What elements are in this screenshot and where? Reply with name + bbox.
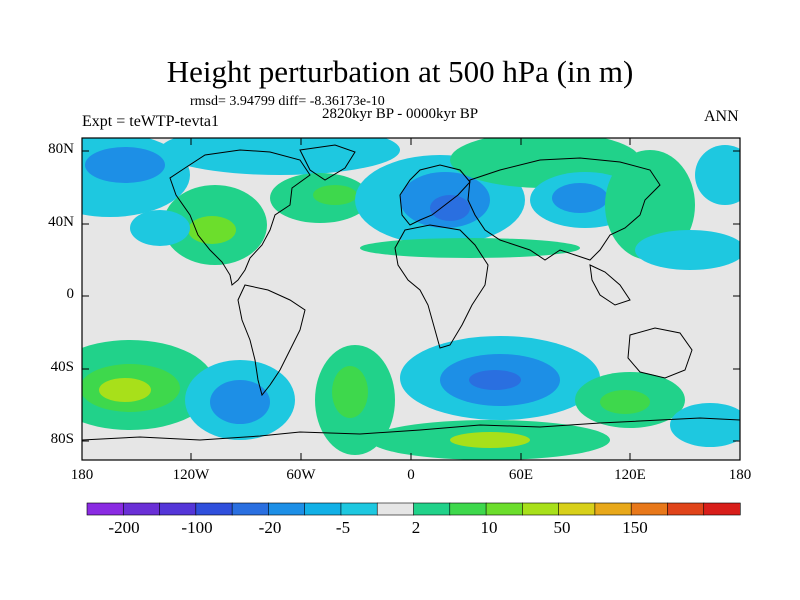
colorbar-label-50: 50 bbox=[553, 518, 571, 537]
lat-label-0: 0 bbox=[66, 286, 75, 302]
contour-eurasia-green-band bbox=[360, 238, 580, 258]
contour-s-america-blue bbox=[210, 380, 270, 424]
colorbar-swatch bbox=[594, 502, 632, 516]
period-label: 2820kyr BP - 0000kyr BP bbox=[322, 106, 479, 122]
outline-greenland bbox=[299, 144, 356, 181]
contour-far-east-cyan bbox=[695, 145, 740, 205]
outline-south-america bbox=[237, 284, 306, 397]
colorbar-swatch bbox=[268, 502, 306, 516]
lon-label-60e: 60E bbox=[508, 467, 534, 483]
colorbar-label-neg100: -100 bbox=[181, 518, 213, 537]
colorbar-swatch bbox=[449, 502, 487, 516]
colorbar-swatch bbox=[159, 502, 197, 516]
colorbar-swatch bbox=[485, 502, 523, 516]
contour-nw-pacific-blue bbox=[85, 147, 165, 183]
colorbar-swatch bbox=[667, 502, 705, 516]
colorbar-swatch bbox=[231, 502, 269, 516]
experiment-label: Expt = teWTP-tevta1 bbox=[82, 113, 219, 130]
lon-label-60w: 60W bbox=[286, 467, 316, 483]
contour-fields bbox=[82, 138, 740, 460]
colorbar-swatch bbox=[304, 502, 342, 516]
contour-s-atlantic-lime bbox=[332, 366, 368, 418]
lat-label-80s: 80S bbox=[50, 431, 74, 447]
continent-outlines bbox=[82, 144, 740, 441]
lat-label-80n: 80N bbox=[48, 141, 74, 157]
stats-text: rmsd= 3.94799 diff= -8.36173e-10 bbox=[190, 94, 385, 109]
lon-label-180w: 180 bbox=[70, 467, 94, 483]
lon-label-0: 0 bbox=[407, 467, 415, 483]
outline-antarctica bbox=[82, 417, 740, 441]
contour-tasman-cyan bbox=[670, 403, 740, 447]
contour-indian-darkblue bbox=[469, 370, 521, 390]
outline-southeast-asia bbox=[589, 264, 631, 306]
lat-label-40s: 40S bbox=[50, 359, 74, 375]
colorbar-label-10: 10 bbox=[480, 518, 498, 537]
colorbar-swatches bbox=[86, 502, 741, 516]
colorbar-swatch bbox=[195, 502, 233, 516]
colorbar-label-neg5: -5 bbox=[335, 518, 351, 537]
colorbar-label-neg20: -20 bbox=[258, 518, 282, 537]
lon-label-120w: 120W bbox=[172, 467, 210, 483]
lon-label-120e: 120E bbox=[614, 467, 646, 483]
colorbar-swatch bbox=[340, 502, 378, 516]
colorbar-swatch bbox=[86, 502, 124, 516]
outline-australia bbox=[627, 327, 693, 379]
colorbar-swatch bbox=[522, 502, 560, 516]
colorbar-swatch bbox=[703, 502, 741, 516]
contour-atlantic-lime bbox=[313, 185, 357, 205]
contour-antarctic-lime bbox=[450, 432, 530, 448]
contour-ne-pacific-cyan bbox=[635, 230, 740, 270]
contour-europe-darkblue bbox=[430, 195, 470, 221]
colorbar-swatch bbox=[630, 502, 669, 516]
contour-asia-blue bbox=[552, 183, 608, 213]
outline-north-america bbox=[169, 149, 311, 286]
contour-s-pacific-yellow bbox=[99, 378, 151, 402]
colorbar-label-150: 150 bbox=[622, 518, 648, 537]
lat-label-40n: 40N bbox=[48, 214, 74, 230]
lon-label-180e: 180 bbox=[728, 467, 752, 483]
axis-ticks bbox=[82, 138, 740, 460]
colorbar-swatch bbox=[558, 502, 596, 516]
outline-asia bbox=[467, 157, 661, 261]
colorbar-swatch bbox=[413, 502, 451, 516]
chart-title: Height perturbation at 500 hPa (in m) bbox=[166, 54, 634, 89]
outline-europe bbox=[399, 164, 471, 226]
colorbar-label-neg200: -200 bbox=[108, 518, 140, 537]
outline-africa bbox=[394, 224, 489, 349]
colorbar-swatch bbox=[122, 502, 161, 516]
colorbar-label-2: 2 bbox=[411, 518, 421, 537]
contour-australia-lime bbox=[600, 390, 650, 414]
contour-namerica-cyan bbox=[130, 210, 190, 246]
colorbar-swatch bbox=[376, 502, 415, 516]
season-label: ANN bbox=[704, 108, 739, 125]
